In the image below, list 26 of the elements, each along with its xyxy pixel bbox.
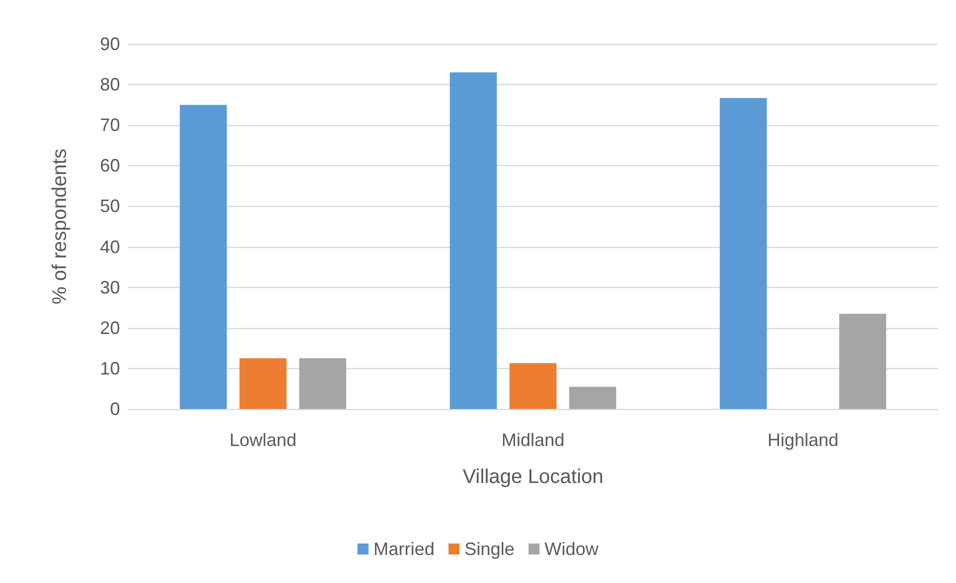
bar xyxy=(299,358,346,409)
y-tick-label: 10 xyxy=(100,358,120,378)
x-axis-title: Village Location xyxy=(462,466,604,488)
y-tick-label: 50 xyxy=(100,196,120,216)
legend-label: Widow xyxy=(544,539,600,559)
y-tick-label: 40 xyxy=(100,236,120,257)
y-axis-title: % of respondents xyxy=(49,148,71,304)
y-tick-label: 60 xyxy=(100,156,120,176)
legend-label: Single xyxy=(464,539,515,559)
bar xyxy=(510,363,556,409)
y-tick-label: 70 xyxy=(100,115,120,136)
x-tick-label: Lowland xyxy=(229,430,297,450)
bar xyxy=(569,386,616,409)
y-tick-label: 90 xyxy=(100,34,120,54)
bar xyxy=(240,358,286,409)
bar xyxy=(450,72,497,409)
x-tick-label: Highland xyxy=(767,430,839,450)
y-tick-label: 30 xyxy=(100,277,120,298)
bar xyxy=(720,98,767,409)
bar xyxy=(839,314,886,409)
y-tick-label: 20 xyxy=(100,318,120,338)
bar xyxy=(180,104,227,409)
legend-label: Married xyxy=(373,539,434,559)
x-tick-label: Midland xyxy=(501,430,565,450)
y-tick-label: 80 xyxy=(100,74,120,95)
y-tick-label: 0 xyxy=(110,399,120,419)
